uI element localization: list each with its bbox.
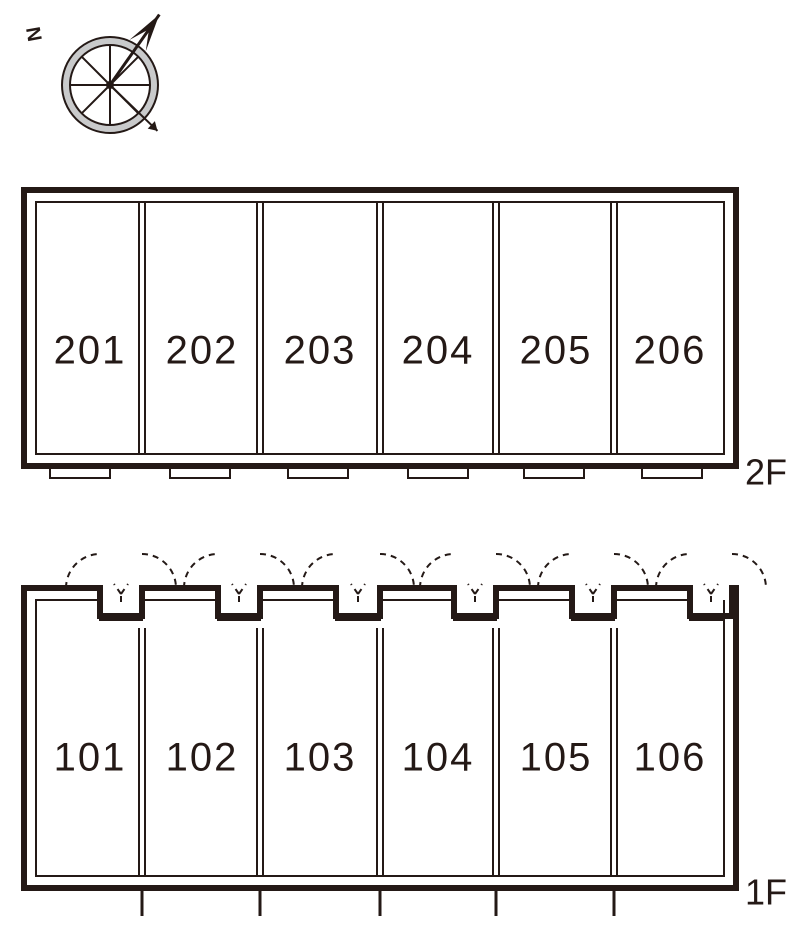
compass-north-label: N bbox=[23, 25, 47, 43]
floor-label-1f: 1F bbox=[745, 872, 787, 913]
unit-label: 101 bbox=[54, 736, 127, 780]
floor-1f: 101 102 103 104 105 106 1F bbox=[24, 554, 787, 916]
unit-label: 104 bbox=[402, 736, 475, 780]
unit-label: 205 bbox=[520, 329, 593, 373]
floor-2f: 201 202 203 204 205 206 2F bbox=[24, 190, 787, 493]
unit-label: 203 bbox=[284, 329, 357, 373]
compass-icon: N bbox=[23, 15, 160, 133]
unit-label: 202 bbox=[166, 329, 239, 373]
unit-label: 106 bbox=[634, 736, 707, 780]
unit-label: 206 bbox=[634, 329, 707, 373]
unit-label: 201 bbox=[54, 329, 127, 373]
unit-label: 204 bbox=[402, 329, 475, 373]
floor-plan-diagram: N2012022032042052062F1011021031041051061… bbox=[0, 0, 800, 940]
floor-label-2f: 2F bbox=[745, 452, 787, 493]
unit-label: 105 bbox=[520, 736, 593, 780]
unit-label: 103 bbox=[284, 736, 357, 780]
unit-label: 102 bbox=[166, 736, 239, 780]
